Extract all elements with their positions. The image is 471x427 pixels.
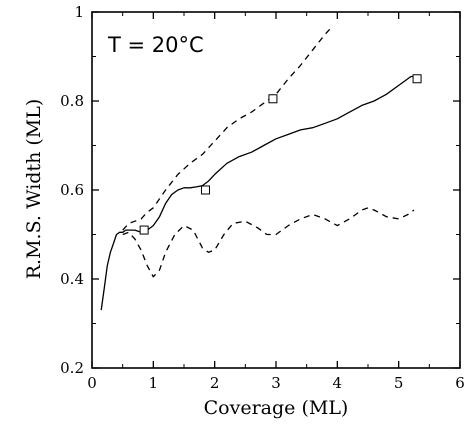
y-tick-label: 1	[74, 3, 84, 21]
x-tick-label: 5	[394, 374, 404, 392]
x-axis-title: Coverage (ML)	[204, 397, 349, 419]
temperature-annotation: T = 20°C	[107, 33, 204, 57]
axes-ticks: 0 1 2 3 4 5 6 0.2 0.4 0.6 0.8 1	[60, 3, 465, 392]
x-tick-label: 4	[333, 374, 343, 392]
x-tick-label: 0	[87, 374, 97, 392]
solid-series-line	[100, 75, 418, 311]
y-tick-label: 0.6	[60, 181, 84, 199]
plot-area	[91, 11, 461, 369]
y-tick-label: 0.8	[60, 92, 84, 110]
open-square-marker	[139, 225, 149, 235]
y-tick-label: 0.4	[60, 270, 84, 288]
open-square-marker	[412, 74, 422, 84]
dashed-series-line	[122, 207, 415, 278]
plot-frame	[91, 11, 461, 369]
dashed-series-line	[122, 27, 332, 231]
x-tick-label: 3	[271, 374, 281, 392]
x-tick-label: 1	[149, 374, 159, 392]
open-square-marker	[200, 185, 210, 195]
open-square-marker	[268, 94, 278, 104]
x-tick-label: 6	[455, 374, 465, 392]
y-tick-label: 0.2	[60, 359, 84, 377]
x-tick-label: 2	[210, 374, 220, 392]
y-axis-title: R.M.S. Width (ML)	[23, 99, 45, 280]
